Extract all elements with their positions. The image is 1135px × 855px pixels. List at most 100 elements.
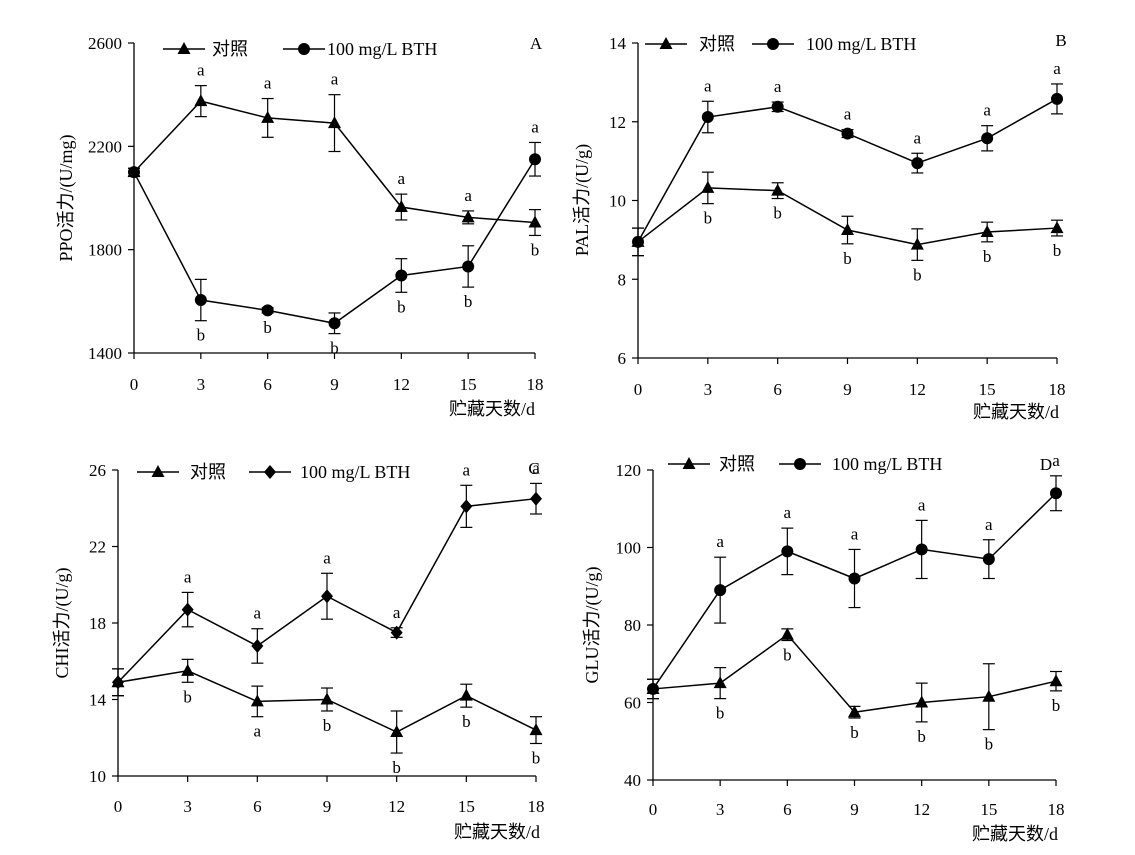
- significance-label: b: [985, 735, 994, 754]
- data-point: [194, 294, 207, 307]
- significance-label: a: [983, 101, 991, 120]
- data-point: [910, 237, 924, 250]
- x-tick-label: 9: [323, 797, 332, 816]
- x-tick-label: 0: [130, 375, 139, 394]
- y-tick-label: 1400: [88, 344, 122, 363]
- x-tick-label: 12: [913, 800, 930, 819]
- y-axis-title: PPO活力/(U/mg): [56, 134, 77, 261]
- significance-label: b: [464, 292, 473, 311]
- legend-marker: [767, 38, 779, 50]
- legend-entry: 100 mg/L BTH: [327, 39, 437, 59]
- series-1: a a a a a a: [632, 59, 1063, 257]
- data-point: [647, 682, 659, 695]
- legend-entry: 对照: [719, 454, 755, 474]
- legend-entry: 100 mg/L BTH: [300, 462, 410, 482]
- significance-label: b: [392, 758, 401, 777]
- y-tick-label: 80: [624, 616, 641, 635]
- x-tick-label: 15: [460, 375, 477, 394]
- x-tick-label: 3: [716, 800, 725, 819]
- significance-label: b: [1052, 696, 1061, 715]
- data-point: [701, 180, 715, 193]
- data-point: [841, 127, 854, 140]
- data-point: [181, 602, 194, 617]
- data-point: [395, 269, 408, 282]
- series-line: [652, 633, 1057, 713]
- significance-label: b: [704, 209, 713, 228]
- significance-label: b: [532, 748, 541, 767]
- data-point: [462, 260, 475, 273]
- y-tick-label: 8: [618, 270, 627, 289]
- y-tick-label: 14: [89, 691, 107, 710]
- panel-label: A: [530, 34, 543, 53]
- significance-label: a: [1053, 59, 1061, 78]
- significance-label: b: [531, 240, 540, 259]
- x-tick-label: 9: [330, 375, 339, 394]
- data-point: [251, 638, 264, 653]
- x-tick-label: 0: [114, 797, 123, 816]
- panel-label: D: [1040, 455, 1052, 474]
- series-0: a a a a a b: [127, 61, 542, 259]
- significance-label: a: [774, 77, 782, 96]
- x-tick-label: 12: [393, 375, 410, 394]
- x-tick-label: 0: [634, 380, 643, 399]
- x-tick-label: 6: [783, 800, 792, 819]
- data-point: [632, 235, 644, 248]
- significance-label: b: [773, 204, 782, 223]
- significance-label: b: [183, 687, 192, 706]
- significance-label: a: [464, 186, 472, 205]
- series-1: a a a a a a: [112, 458, 542, 697]
- legend-marker: [264, 465, 276, 479]
- x-tick-label: 18: [1048, 800, 1065, 819]
- chart-panel-c: 10 14 18 22 26 0 3 6 9 12 15 18 CHI活力/(U/g) 贮藏天数/d C 对照…: [52, 458, 545, 842]
- y-tick-label: 18: [89, 614, 106, 633]
- data-point: [128, 166, 140, 179]
- significance-label: a: [254, 604, 262, 623]
- significance-label: b: [913, 265, 922, 284]
- y-tick-label: 10: [89, 767, 106, 786]
- data-point: [528, 215, 542, 228]
- significance-label: a: [184, 567, 192, 586]
- significance-label: b: [783, 646, 792, 665]
- y-tick-label: 2600: [88, 34, 122, 53]
- legend-marker: [794, 458, 806, 470]
- x-tick-label: 0: [649, 800, 658, 819]
- data-point: [261, 110, 275, 123]
- data-point: [982, 553, 995, 566]
- significance-label: a: [716, 532, 724, 551]
- significance-label: b: [197, 326, 206, 345]
- significance-label: b: [850, 723, 859, 742]
- x-axis-title: 贮藏天数/d: [972, 824, 1058, 844]
- legend-entry: 100 mg/L BTH: [832, 454, 942, 474]
- y-tick-label: 60: [624, 694, 641, 713]
- x-tick-label: 18: [527, 375, 544, 394]
- significance-label: b: [397, 297, 406, 316]
- significance-label: a: [918, 495, 926, 514]
- data-point: [915, 695, 929, 708]
- y-tick-label: 14: [609, 34, 627, 53]
- significance-label: b: [843, 249, 852, 268]
- data-point: [1049, 674, 1063, 687]
- y-axis-title: GLU活力/(U/g): [582, 567, 603, 684]
- data-point: [320, 692, 334, 705]
- legend-entry: 对照: [190, 462, 226, 482]
- chart-panel-d: 40 60 80 100 120 0 3 6 9 12 15 18 GLU活力/(U/g) 贮藏天数/d D…: [582, 451, 1065, 844]
- significance-label: b: [462, 712, 471, 731]
- x-tick-label: 18: [528, 797, 545, 816]
- data-point: [529, 723, 543, 736]
- x-tick-label: 15: [980, 800, 997, 819]
- y-tick-label: 2200: [88, 137, 122, 156]
- data-point: [459, 688, 473, 701]
- y-tick-label: 100: [616, 539, 642, 558]
- data-point: [328, 317, 341, 330]
- legend-entry: 对照: [212, 39, 248, 59]
- data-point: [530, 491, 542, 506]
- data-point: [771, 100, 784, 113]
- panel-label: C: [528, 459, 539, 478]
- y-tick-label: 10: [609, 192, 626, 211]
- significance-label: a: [264, 74, 272, 93]
- x-tick-label: 3: [197, 375, 206, 394]
- significance-label: a: [532, 458, 540, 477]
- legend-marker: [298, 43, 310, 55]
- data-point: [1050, 221, 1064, 234]
